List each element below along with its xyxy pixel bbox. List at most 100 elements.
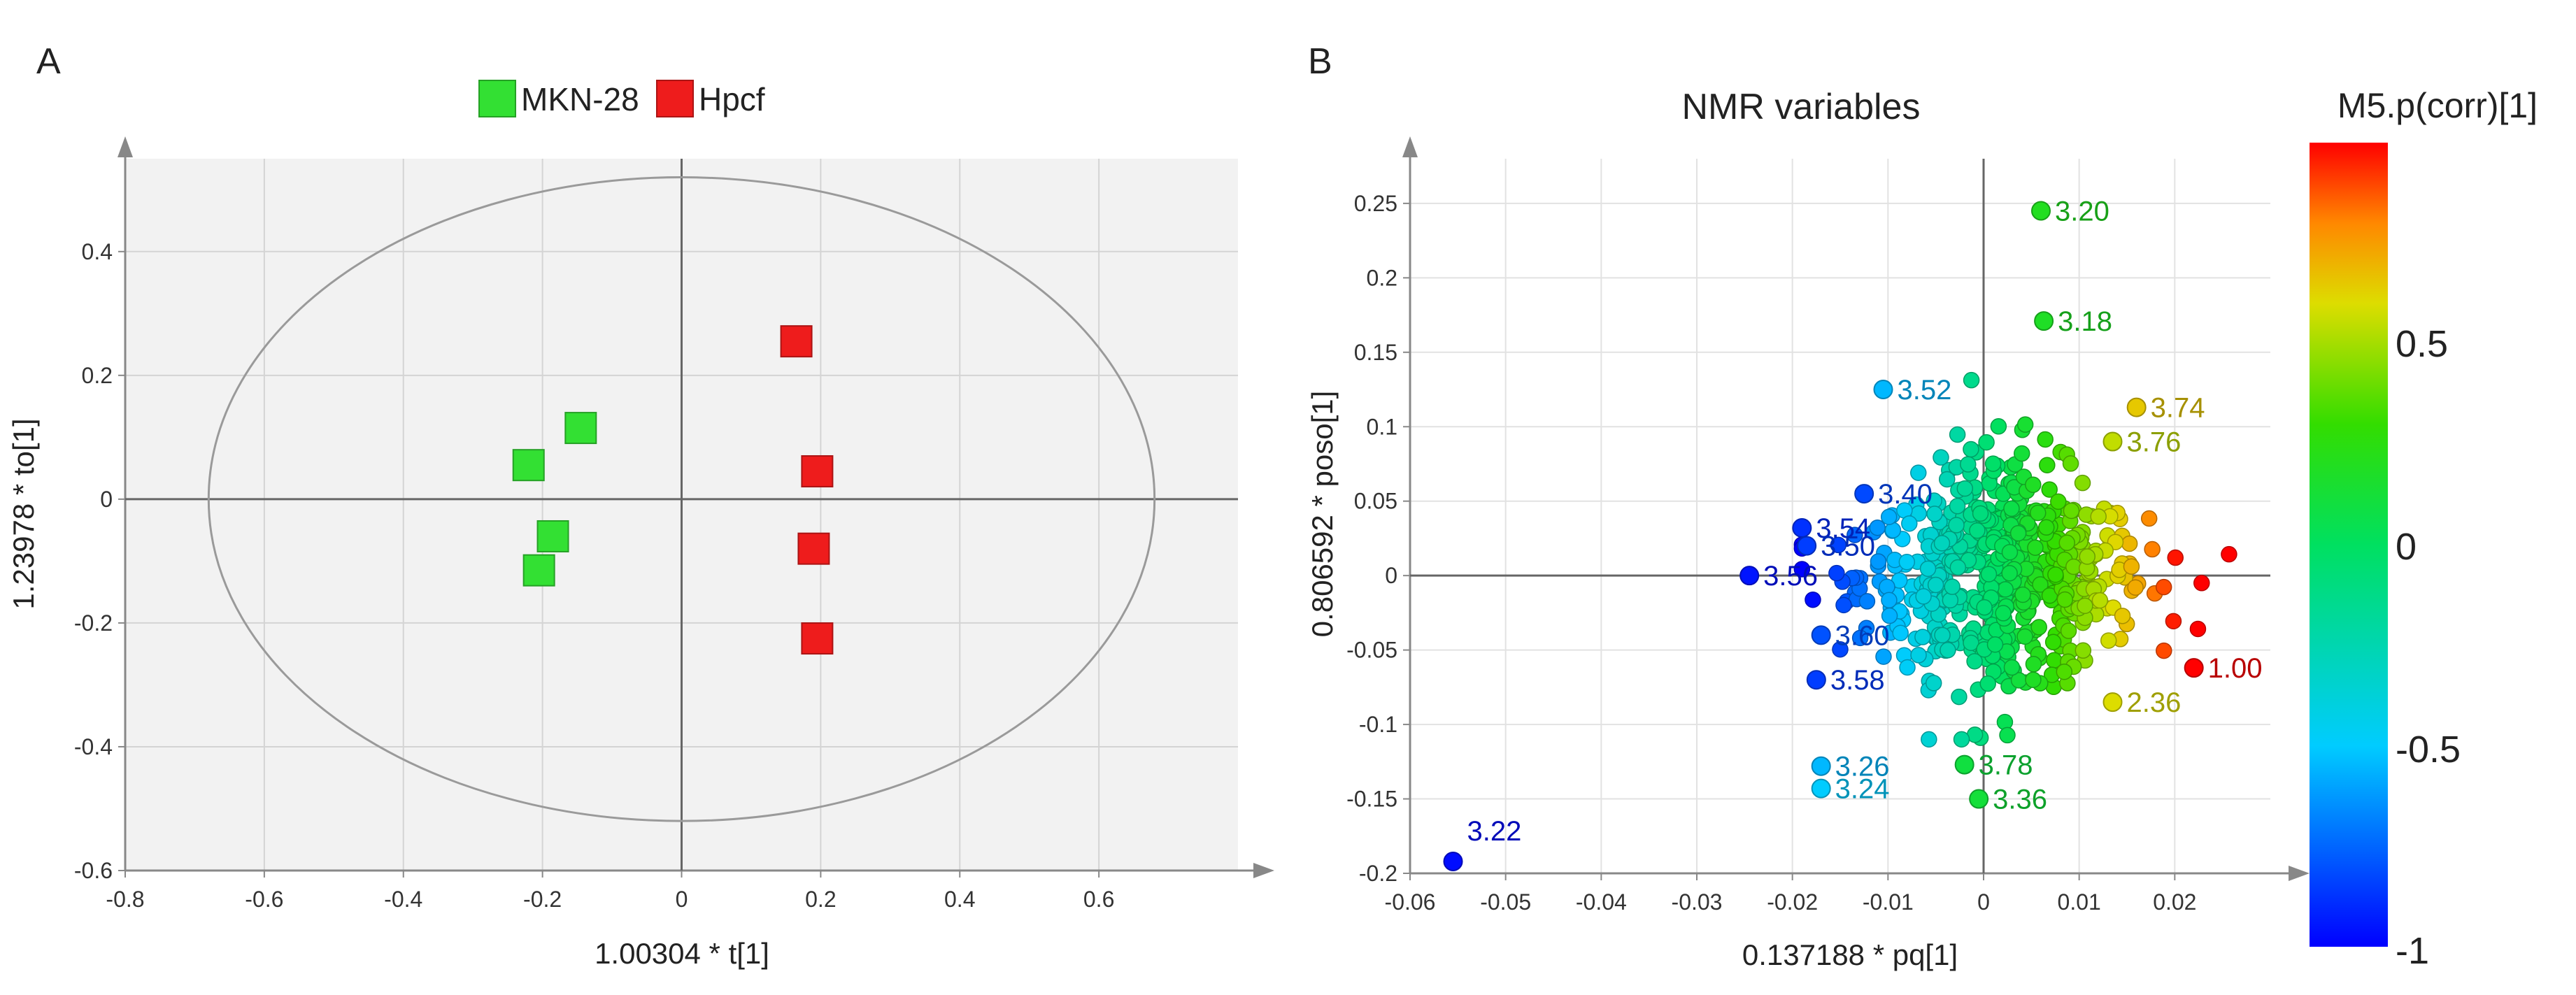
variable-point (2091, 592, 2109, 609)
variable-point (1940, 642, 1956, 659)
variable-point (1805, 591, 1821, 608)
variable-point (1948, 517, 1965, 534)
variable-point (1873, 380, 1893, 400)
variable-point (2074, 474, 2091, 492)
variable-point (2025, 671, 2042, 688)
y-tick-label: 0.2 (1367, 265, 1397, 290)
variable-point (1963, 441, 1979, 458)
variable-point (1933, 449, 1949, 466)
variable-point (2030, 504, 2047, 522)
variable-label: 3.76 (2127, 427, 2182, 458)
variable-point (1806, 670, 1826, 690)
y-tick-label: -0.2 (74, 610, 113, 636)
variable-point (1919, 560, 1937, 578)
variable-point (1979, 675, 1996, 692)
x-tick-label: -0.02 (1767, 889, 1818, 915)
score-point-mkn-28 (512, 449, 545, 482)
variable-point (2167, 549, 2184, 566)
x-tick-label: -0.01 (1863, 889, 1914, 915)
legend-label: Hpcf (699, 81, 765, 117)
variable-point (2041, 587, 2058, 604)
variable-label: 2.36 (2127, 687, 2182, 718)
variable-point (2025, 476, 2042, 494)
variable-point (2039, 457, 2056, 473)
y-tick-label: -0.05 (1346, 638, 1397, 663)
variable-point (2003, 659, 2021, 676)
score-point-hpcf (780, 325, 813, 358)
variable-point (2060, 622, 2077, 639)
variable-label: 3.26 (1835, 752, 1890, 782)
variable-point (2056, 591, 2074, 608)
variable-point (2090, 508, 2107, 525)
axes-a (118, 136, 1274, 878)
panel-b: B NMR variables 3.22 3.20 3.18 3.56 3.543.50… (1306, 41, 2310, 971)
score-point-hpcf (801, 622, 834, 655)
variable-point (2114, 608, 2131, 624)
variable-label: 3.58 (1830, 665, 1885, 696)
variable-point (1846, 527, 1863, 543)
variable-point (1899, 659, 1916, 676)
variable-point (1949, 498, 1966, 515)
variable-point (1901, 515, 1918, 532)
variable-point (1910, 464, 1927, 481)
y-tick-label: -0.1 (1359, 712, 1397, 737)
variable-point (1954, 754, 1974, 775)
variable-point (2079, 548, 2095, 565)
variable-point (2058, 534, 2075, 552)
variable-point (2140, 510, 2158, 527)
variable-point (1997, 581, 2014, 598)
x-tick-label: -0.03 (1672, 889, 1723, 915)
variable-point (1963, 371, 1980, 389)
variable-point (2062, 455, 2079, 472)
colorbar-tick-label: 0.5 (2396, 323, 2448, 365)
variable-point (1914, 629, 1931, 645)
variable-point (2044, 633, 2062, 651)
variable-point (1830, 536, 1847, 554)
variable-point (1851, 629, 1869, 647)
x-axis-arrow (2289, 866, 2310, 881)
variable-point (2047, 566, 2064, 583)
colorbar-tick-label: -1 (2396, 930, 2429, 972)
y-tick-label: 0 (1385, 563, 1397, 588)
variable-label: 3.78 (1979, 750, 2033, 781)
variable-point (2156, 642, 2172, 659)
variable-label: 3.24 (1835, 774, 1890, 805)
variable-label: 3.20 (2055, 196, 2109, 227)
variable-point (1792, 518, 1812, 538)
variable-label: 3.52 (1898, 375, 1952, 406)
variable-point (1793, 561, 1811, 578)
variable-point (1926, 506, 1943, 522)
variable-point (2009, 524, 2027, 542)
variable-point (2102, 431, 2123, 452)
x-tick-label: 0.4 (944, 887, 975, 912)
x-tick-label: -0.05 (1480, 889, 1531, 915)
y-tick-label: -0.2 (1359, 861, 1397, 886)
variable-point (1986, 636, 2004, 653)
variable-point (1978, 434, 1995, 451)
y-tick-label: 0.1 (1367, 414, 1397, 439)
variable-point (1858, 593, 1876, 610)
score-point-mkn-28 (522, 554, 555, 587)
variable-point (2144, 541, 2161, 558)
y-tick-label: 0.2 (82, 363, 113, 388)
x-tick-label: -0.06 (1385, 889, 1436, 915)
variable-point (2155, 578, 2172, 596)
variable-point (2003, 500, 2020, 517)
variable-label: 3.56 (1763, 561, 1818, 592)
variable-point (2189, 620, 2207, 638)
variable-point (2037, 431, 2054, 448)
variable-point (2014, 586, 2031, 603)
variable-point (1969, 522, 1986, 539)
variable-point (1942, 592, 1959, 609)
variable-point (2050, 493, 2067, 510)
x-axis-label-a: 1.00304 * t[1] (595, 937, 769, 970)
variable-point (1990, 418, 2007, 435)
colorbar-tick-label: -0.5 (2396, 729, 2461, 771)
tick-labels-b: -0.06 -0.05 -0.04 -0.03 -0.02 -0.01 0 0.01 0.02 -… (1346, 191, 2196, 915)
variable-point (2165, 613, 2182, 630)
variable-point (1835, 596, 1852, 614)
variable-point (1811, 625, 1831, 645)
x-tick-label: -0.4 (384, 887, 422, 912)
variable-point (1984, 455, 2002, 472)
labeled-variables: 3.22 3.20 3.18 3.56 3.543.503.40 3.52 3.60 3.58… (1443, 196, 2263, 871)
